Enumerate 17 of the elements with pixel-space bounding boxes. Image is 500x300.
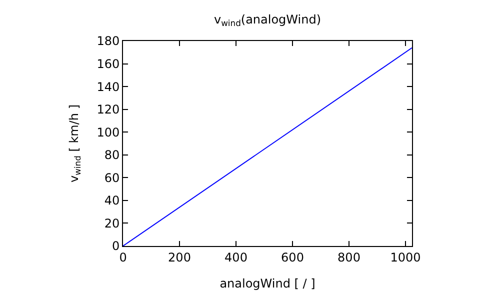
y-tick-label: 60 (104, 170, 120, 185)
y-tick-label: 0 (112, 239, 120, 254)
y-tick-label: 180 (96, 34, 120, 48)
x-tick-label: 200 (168, 250, 191, 264)
y-tick-label: 120 (96, 102, 120, 117)
y-tick-label: 80 (104, 148, 120, 162)
y-tick-label: 40 (104, 194, 120, 208)
x-tick-label: 1000 (390, 250, 421, 264)
y-tick-label: 100 (96, 125, 120, 140)
y-tick-label: 160 (96, 56, 120, 71)
x-tick-label: 600 (281, 250, 304, 264)
x-tick-label: 400 (224, 250, 248, 264)
x-tick-label: 800 (338, 250, 360, 264)
chart-title: v$_{wind}$(analogWind) (214, 12, 322, 28)
y-tick-label: 140 (96, 80, 120, 94)
x-axis-title: analogWind [ / ] (220, 276, 316, 290)
y-tick-label: 20 (104, 216, 120, 230)
